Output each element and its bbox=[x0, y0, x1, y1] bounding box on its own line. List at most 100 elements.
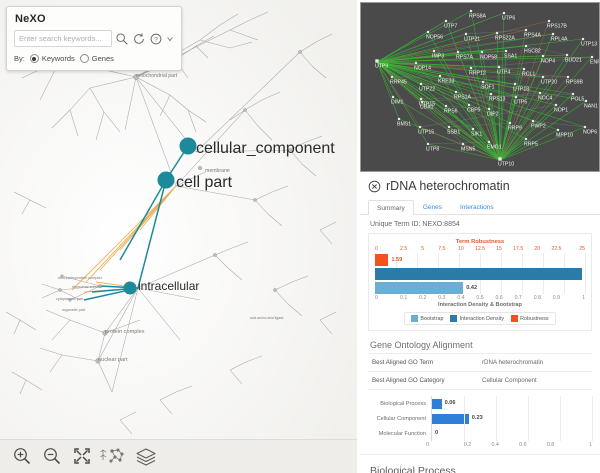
gene-node[interactable] bbox=[426, 142, 430, 146]
highlighted-nodes[interactable] bbox=[123, 137, 197, 295]
gene-node[interactable] bbox=[566, 75, 570, 79]
gene-node[interactable] bbox=[565, 53, 569, 57]
gene-node[interactable] bbox=[513, 82, 517, 86]
zoom-in-icon[interactable] bbox=[12, 446, 32, 466]
search-input[interactable] bbox=[14, 30, 112, 47]
search-row[interactable]: ? bbox=[14, 30, 174, 47]
gene-node[interactable] bbox=[495, 31, 499, 35]
gene-node[interactable] bbox=[467, 103, 471, 107]
gene-label: UTP9 bbox=[375, 63, 388, 69]
term-detail-panel[interactable]: rDNA heterochromatin Summary Genes Inter… bbox=[360, 172, 600, 473]
gene-node[interactable] bbox=[514, 95, 518, 99]
gene-node[interactable] bbox=[497, 65, 501, 69]
gene-node[interactable] bbox=[444, 19, 448, 23]
gene-node[interactable] bbox=[571, 92, 575, 96]
close-circle-icon[interactable] bbox=[368, 180, 381, 193]
gene-node[interactable] bbox=[508, 121, 512, 125]
search-icon[interactable] bbox=[115, 32, 129, 46]
tab-summary[interactable]: Summary bbox=[368, 200, 414, 215]
gene-node[interactable] bbox=[583, 125, 587, 129]
gene-node[interactable] bbox=[454, 90, 458, 94]
gene-node[interactable] bbox=[456, 50, 460, 54]
gene-label: RPS9B bbox=[566, 79, 584, 85]
gene-node[interactable] bbox=[524, 44, 528, 48]
gene-node[interactable] bbox=[469, 9, 473, 13]
layers-icon[interactable] bbox=[135, 446, 157, 466]
gene-node[interactable] bbox=[551, 32, 555, 36]
gene-node[interactable] bbox=[584, 99, 588, 103]
tree-nodes[interactable] bbox=[58, 50, 302, 364]
gene-node[interactable] bbox=[414, 61, 418, 65]
gene-network-panel[interactable]: UTP9 RPS8A UTP6 UTP7 RPS17B NOP56 UTP21 RPS22A R… bbox=[360, 2, 600, 172]
chevron-down-icon[interactable] bbox=[166, 32, 174, 46]
network-nodes[interactable] bbox=[375, 9, 594, 161]
radio-keywords-dot[interactable] bbox=[29, 54, 39, 63]
collapse-icon[interactable] bbox=[100, 446, 126, 466]
search-by-row[interactable]: By: Keywords Genes bbox=[14, 54, 174, 63]
gene-node[interactable] bbox=[581, 37, 585, 41]
gene-label: NOP1 bbox=[554, 107, 568, 113]
gene-node[interactable] bbox=[547, 19, 551, 23]
bar-bootstrap-value: 0.42 bbox=[466, 284, 478, 291]
go-chart-value: 0 bbox=[435, 430, 439, 436]
gene-node[interactable] bbox=[464, 32, 468, 36]
gene-node[interactable] bbox=[498, 157, 502, 161]
gene-node[interactable] bbox=[538, 91, 542, 95]
detail-tabs[interactable]: Summary Genes Interactions bbox=[360, 199, 600, 215]
gene-node[interactable] bbox=[524, 28, 528, 32]
gene-network-graph[interactable]: UTP9 RPS8A UTP6 UTP7 RPS17B NOP56 UTP21 RPS22A R… bbox=[361, 3, 599, 171]
gene-node[interactable] bbox=[390, 75, 394, 79]
gene-node[interactable] bbox=[438, 74, 442, 78]
gene-node[interactable] bbox=[444, 104, 448, 108]
gene-node[interactable] bbox=[447, 125, 451, 129]
gene-node[interactable] bbox=[481, 80, 485, 84]
graph-toolbar[interactable] bbox=[0, 439, 357, 473]
gene-node[interactable] bbox=[471, 127, 475, 131]
gene-node[interactable] bbox=[487, 107, 491, 111]
tab-interactions[interactable]: Interactions bbox=[459, 204, 494, 211]
tree-node-label: cell part bbox=[176, 174, 233, 192]
gene-node[interactable] bbox=[504, 49, 508, 53]
radio-genes[interactable]: Genes bbox=[79, 54, 114, 63]
gene-node[interactable] bbox=[541, 75, 545, 79]
gene-node[interactable] bbox=[469, 66, 473, 70]
gene-node[interactable] bbox=[554, 103, 558, 107]
gene-node[interactable] bbox=[487, 140, 491, 144]
gene-node[interactable] bbox=[419, 82, 423, 86]
gene-node[interactable] bbox=[522, 67, 526, 71]
gene-node[interactable] bbox=[531, 119, 535, 123]
legend-bootstrap-swatch bbox=[411, 315, 419, 322]
hierarchy-viewer-panel[interactable]: mitochondrial part cellular_component cell… bbox=[0, 0, 357, 473]
search-panel[interactable]: NeXO ? By: bbox=[6, 6, 182, 71]
help-icon[interactable]: ? bbox=[149, 32, 163, 46]
gene-node[interactable] bbox=[419, 97, 423, 101]
gene-node[interactable] bbox=[397, 117, 401, 121]
radio-keywords[interactable]: Keywords bbox=[29, 54, 75, 63]
gene-node[interactable] bbox=[375, 59, 379, 63]
gene-node[interactable] bbox=[426, 30, 430, 34]
gene-node[interactable] bbox=[432, 49, 436, 53]
gene-node[interactable] bbox=[590, 55, 594, 59]
axis-tick: 15 bbox=[496, 246, 502, 252]
tab-genes[interactable]: Genes bbox=[422, 204, 442, 211]
gene-node[interactable] bbox=[418, 125, 422, 129]
gene-node[interactable] bbox=[461, 142, 465, 146]
chart-legend: Bootstrap Interaction Density Robustness bbox=[404, 312, 556, 325]
axis-tick: 12.5 bbox=[474, 246, 486, 252]
gene-node[interactable] bbox=[420, 100, 424, 104]
radio-genes-dot[interactable] bbox=[79, 54, 89, 63]
zoom-out-icon[interactable] bbox=[42, 446, 62, 466]
bar-interaction-density bbox=[375, 267, 585, 280]
ontology-tree-graph[interactable] bbox=[0, 0, 357, 440]
refresh-icon[interactable] bbox=[132, 32, 146, 46]
gene-node[interactable] bbox=[480, 50, 484, 54]
gene-node[interactable] bbox=[556, 128, 560, 132]
legend-bootstrap-label: Bootstrap bbox=[420, 315, 444, 322]
fit-to-screen-icon[interactable] bbox=[72, 446, 92, 466]
gene-label: KRE33 bbox=[438, 78, 455, 84]
gene-node[interactable] bbox=[524, 137, 528, 141]
gene-node[interactable] bbox=[489, 92, 493, 96]
gene-node[interactable] bbox=[391, 95, 395, 99]
gene-node[interactable] bbox=[541, 54, 545, 58]
gene-node[interactable] bbox=[502, 11, 506, 15]
